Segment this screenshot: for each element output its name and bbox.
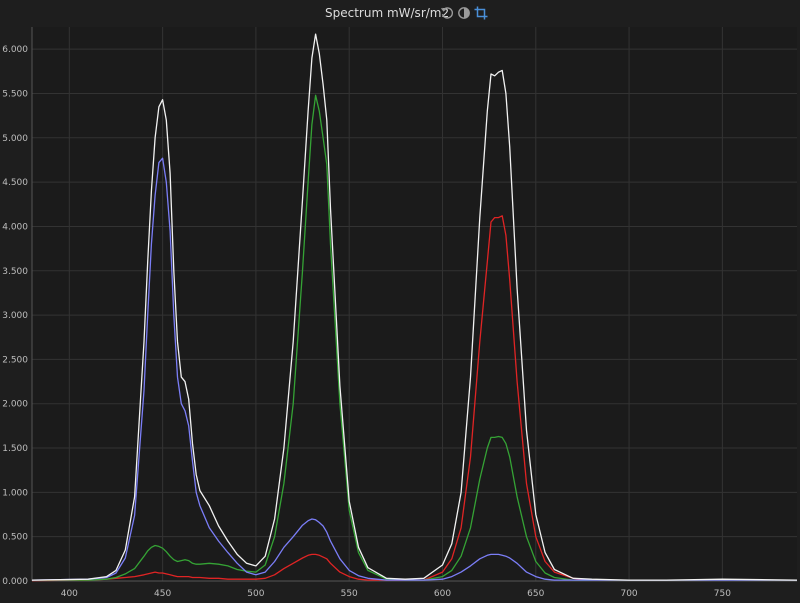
y-tick-label: 1.500 [2, 444, 28, 454]
y-tick-label: 4.500 [2, 178, 28, 188]
chart-title: Spectrum mW/sr/m2 [325, 6, 450, 20]
y-axis-ticks: 0.000 0.500 1.000 1.500 2.000 2.500 3.000 3.500… [2, 45, 28, 587]
x-tick-label: 400 [61, 589, 78, 599]
y-tick-label: 5.500 [2, 89, 28, 99]
x-tick-label: 500 [247, 589, 264, 599]
y-tick-label: 3.000 [2, 311, 28, 321]
x-tick-label: 450 [154, 589, 171, 599]
crop-icon[interactable] [474, 6, 488, 20]
x-tick-label: 600 [434, 589, 451, 599]
y-tick-label: 6.000 [2, 45, 28, 55]
y-tick-label: 0.500 [2, 533, 28, 543]
plot-area [32, 27, 797, 581]
x-tick-label: 550 [341, 589, 358, 599]
series-lines [31, 33, 798, 582]
x-tick-label: 650 [527, 589, 544, 599]
x-axis-ticks: 400 450 500 550 600 650 700 750 [61, 589, 732, 599]
chart-toolbar: Spectrum mW/sr/m2 [0, 0, 800, 28]
contrast-icon[interactable] [457, 6, 471, 20]
x-tick-label: 700 [620, 589, 637, 599]
grid-lines [31, 27, 797, 582]
y-tick-label: 5.000 [2, 134, 28, 144]
y-tick-label: 2.000 [2, 400, 28, 410]
y-tick-label: 3.500 [2, 267, 28, 277]
x-tick-label: 750 [714, 589, 731, 599]
reset-icon[interactable] [440, 6, 454, 20]
series-line-3 [31, 215, 797, 582]
series-line-1 [31, 157, 797, 581]
series-line-0 [31, 33, 798, 581]
y-tick-label: 0.000 [2, 577, 28, 587]
y-tick-label: 1.000 [2, 488, 28, 498]
series-line-2 [32, 94, 797, 581]
y-tick-label: 2.500 [2, 355, 28, 365]
y-tick-label: 4.000 [2, 222, 28, 232]
